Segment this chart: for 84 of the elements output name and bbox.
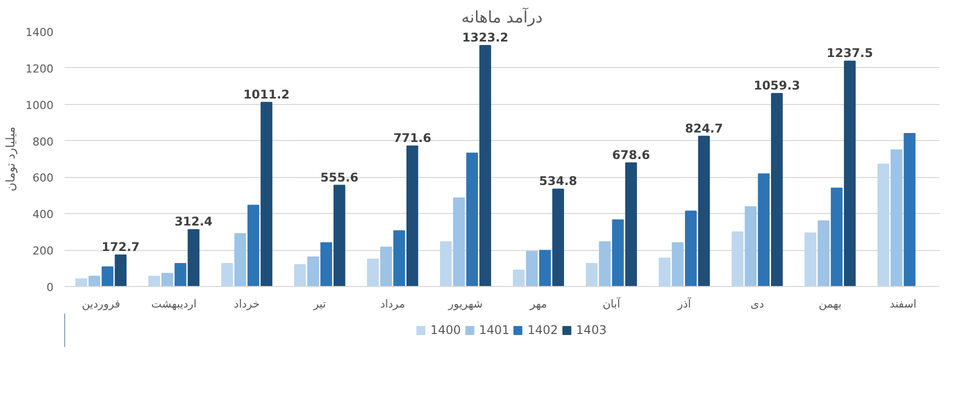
bar	[539, 250, 551, 286]
data-label: 172.7	[102, 240, 140, 254]
y-tick-label: 1200	[26, 62, 54, 76]
bar	[612, 219, 624, 286]
x-tick-label: آبان	[602, 296, 622, 310]
data-label: 312.4	[174, 214, 213, 229]
legend-label: 1401	[478, 323, 510, 337]
data-label: 1059.3	[754, 78, 800, 93]
x-tick-label: خرداد	[234, 298, 260, 310]
bar	[307, 256, 320, 286]
y-axis-title: میلیارد تومان	[4, 126, 18, 192]
data-label: 1237.5	[826, 46, 873, 60]
bar	[844, 60, 856, 286]
y-tick-label: 1400	[26, 26, 54, 39]
bar	[88, 276, 100, 286]
chart-title: درآمد ماهانه	[461, 6, 543, 26]
y-tick-label: 1000	[26, 98, 54, 112]
bar	[148, 276, 160, 286]
bar	[830, 188, 843, 286]
x-tick-label: فروردین	[82, 298, 120, 310]
bar	[367, 258, 379, 286]
data-label: 824.7	[685, 121, 723, 136]
bar	[672, 242, 684, 286]
bar	[260, 102, 272, 286]
bar	[684, 210, 697, 286]
legend-label: 1402	[528, 323, 558, 337]
bar	[512, 270, 525, 286]
bar	[598, 241, 611, 286]
x-tick-label: دی	[750, 298, 764, 310]
bar	[818, 220, 830, 286]
bar	[744, 206, 757, 286]
y-tick-label: 200	[32, 244, 54, 258]
bar	[161, 272, 174, 286]
x-tick-label: تیر	[312, 298, 326, 310]
x-tick-label: اردیبهشت	[151, 298, 197, 310]
bar	[234, 233, 246, 286]
bar	[320, 242, 332, 286]
bar	[188, 229, 200, 286]
y-tick-label: 600	[32, 172, 54, 185]
bar	[526, 251, 538, 286]
bar	[479, 44, 492, 286]
bar	[221, 263, 233, 286]
legend-label: 1400	[430, 323, 461, 337]
data-label: 771.6	[393, 130, 432, 145]
x-tick-label: بهمن	[818, 298, 842, 310]
bar	[877, 164, 890, 286]
bar	[294, 264, 306, 286]
x-tick-label: آذر	[676, 296, 692, 310]
bar	[406, 145, 418, 286]
bar	[75, 278, 88, 286]
x-tick-label: مرداد	[380, 298, 406, 310]
x-tick-label: اسفند	[890, 298, 917, 310]
data-label: 1323.2	[462, 30, 508, 44]
x-tick-label: شهریور	[447, 298, 483, 310]
bar	[114, 254, 127, 286]
y-tick-label: 0	[46, 281, 54, 294]
bar	[466, 152, 478, 286]
bar	[453, 197, 465, 286]
bar	[771, 93, 783, 286]
bar	[102, 266, 114, 286]
data-label: 534.8	[539, 174, 578, 188]
bar	[174, 263, 186, 286]
bar	[890, 149, 902, 286]
bar	[334, 184, 346, 286]
legend-label: 1403	[576, 323, 607, 337]
bar	[247, 204, 260, 286]
y-tick-label: 400	[32, 208, 54, 222]
data-label: 1011.2	[243, 87, 290, 102]
bar	[552, 188, 564, 286]
bar	[698, 136, 710, 286]
bar	[393, 230, 406, 286]
bar	[380, 246, 392, 286]
bar	[658, 258, 670, 286]
bar	[732, 231, 744, 286]
bar	[625, 162, 637, 286]
bar	[440, 241, 452, 286]
y-tick-label: 800	[32, 135, 54, 148]
bar	[758, 173, 770, 286]
bar	[586, 263, 598, 286]
data-label: 555.6	[320, 170, 358, 184]
x-tick-label: مهر	[528, 298, 548, 310]
bar	[804, 232, 816, 286]
data-label: 678.6	[612, 148, 650, 162]
bar	[904, 133, 916, 286]
